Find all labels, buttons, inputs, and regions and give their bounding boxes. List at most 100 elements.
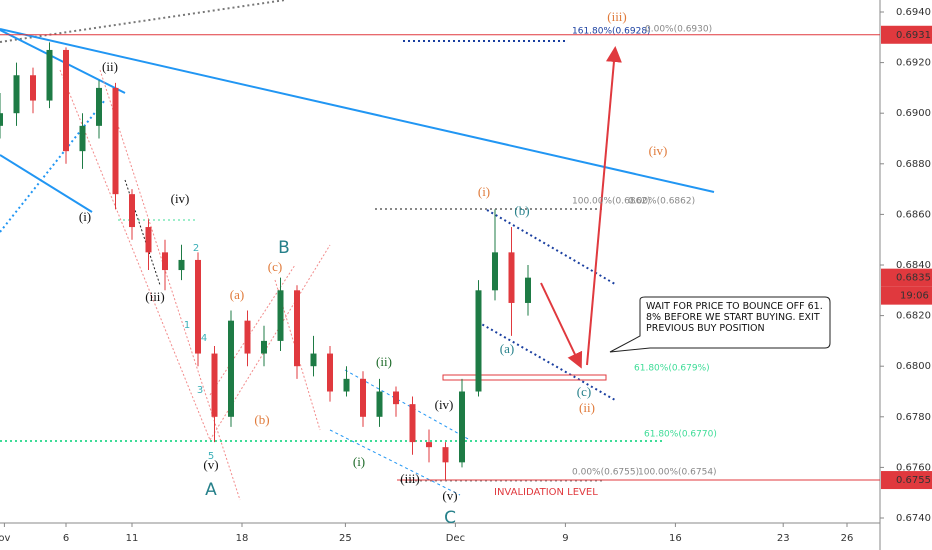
time-tag bbox=[881, 286, 932, 305]
trend-line bbox=[0, 28, 715, 193]
candle-body bbox=[459, 391, 465, 463]
x-tick-label: 25 bbox=[339, 533, 352, 544]
fib-label: 61.80%(0.679%) bbox=[634, 364, 710, 374]
candle-body bbox=[442, 447, 449, 463]
fib-label: 0.00%(0.6755) bbox=[572, 468, 639, 478]
wave-label: (iv) bbox=[649, 143, 668, 158]
drawings bbox=[0, 0, 715, 501]
wave-label: (i) bbox=[478, 184, 490, 199]
channel-line bbox=[99, 69, 241, 501]
x-tick-label: 18 bbox=[236, 533, 249, 544]
wave-label: (i) bbox=[353, 454, 365, 469]
y-tick-label: 0.6820 bbox=[896, 311, 931, 322]
fib-label: 100.00%(0.6754) bbox=[638, 468, 717, 478]
y-tick-label: 0.6940 bbox=[896, 7, 931, 18]
y-tick-label: 0.6840 bbox=[896, 260, 931, 271]
wave-label: C bbox=[444, 508, 456, 528]
trend-line bbox=[0, 0, 286, 43]
candle-body bbox=[145, 227, 152, 253]
wave-label: (v) bbox=[203, 457, 218, 472]
trend-line bbox=[0, 154, 93, 213]
y-tick-label: 0.6800 bbox=[896, 361, 931, 372]
wave-label: (c) bbox=[268, 259, 282, 274]
candle-body bbox=[0, 113, 3, 126]
wave-label: (c) bbox=[577, 384, 591, 399]
x-tick-label: 9 bbox=[562, 533, 568, 544]
fib-label: 0.00%(0.6930) bbox=[645, 25, 712, 35]
x-tick-label: 6 bbox=[63, 533, 69, 544]
price-tag bbox=[881, 268, 932, 287]
candle-body bbox=[376, 391, 383, 417]
wave-label: 5 bbox=[208, 451, 214, 462]
candle-body bbox=[195, 259, 201, 354]
wave-label: 2 bbox=[193, 243, 199, 254]
wave-label: (a) bbox=[500, 341, 514, 356]
y-tick-label: 0.6740 bbox=[896, 513, 931, 524]
channel-line bbox=[59, 69, 211, 441]
candle-body bbox=[492, 252, 498, 291]
fib-label: 161.80%(0.6928) bbox=[572, 27, 651, 37]
wave-label: A bbox=[205, 480, 217, 500]
candle-body bbox=[409, 404, 416, 443]
trend-line bbox=[0, 99, 106, 233]
candle-body bbox=[96, 87, 102, 126]
time-tag-label: 19:06 bbox=[900, 291, 929, 302]
wave-label: (b) bbox=[514, 203, 529, 218]
candle-body bbox=[393, 391, 399, 405]
wave-label: (ii) bbox=[376, 354, 392, 369]
price-tag-label: 0.6835 bbox=[896, 273, 931, 284]
x-tick-label: 16 bbox=[669, 533, 682, 544]
wave-label: (v) bbox=[442, 488, 457, 503]
price-tag-label: 0.6755 bbox=[896, 475, 931, 486]
note-box bbox=[609, 296, 831, 353]
candle-body bbox=[63, 49, 69, 152]
candle-body bbox=[327, 353, 333, 392]
y-tick-label: 0.6880 bbox=[896, 159, 931, 170]
candle-body bbox=[162, 252, 168, 271]
candle-body bbox=[426, 442, 432, 448]
price-tag bbox=[881, 471, 932, 490]
candle-body bbox=[112, 87, 119, 195]
candle-body bbox=[13, 75, 20, 114]
candle-body bbox=[475, 290, 482, 392]
channel-line bbox=[124, 179, 161, 286]
candle-body bbox=[46, 49, 53, 101]
candle-body bbox=[79, 125, 86, 152]
candle-body bbox=[129, 194, 135, 228]
wave-label: 1 bbox=[184, 320, 190, 331]
wave-label: (i) bbox=[79, 209, 91, 224]
candle-body bbox=[30, 75, 36, 101]
y-tick-label: 0.6760 bbox=[896, 462, 931, 473]
y-tick-label: 0.6920 bbox=[896, 58, 931, 69]
channel-line bbox=[477, 321, 616, 401]
zone bbox=[442, 374, 607, 381]
x-tick-label: Dec bbox=[446, 533, 465, 544]
y-tick-label: 0.6860 bbox=[896, 209, 931, 220]
y-tick-label: 0.6900 bbox=[896, 108, 931, 119]
wave-label: 4 bbox=[201, 333, 207, 344]
candle-body bbox=[211, 353, 218, 417]
fib-label: 61.80%(0.6770) bbox=[644, 430, 717, 440]
candle-body bbox=[261, 340, 267, 354]
note-wrap: WAIT FOR PRICE TO BOUNCE OFF 61. 8% BEFO… bbox=[646, 301, 823, 334]
wave-label: (iv) bbox=[171, 191, 190, 206]
x-tick-label: ov bbox=[0, 533, 10, 544]
candle-body bbox=[525, 277, 531, 303]
wave-label: (iii) bbox=[145, 289, 165, 304]
wave-label: (iv) bbox=[435, 397, 454, 412]
wave-label: (iii) bbox=[607, 9, 627, 24]
price-tag-label: 0.6931 bbox=[896, 30, 931, 41]
candle-body bbox=[343, 378, 350, 392]
fib-label: 0.00%(0.6862) bbox=[628, 197, 695, 207]
arrow bbox=[586, 46, 622, 366]
wave-label: (a) bbox=[230, 287, 244, 302]
wave-label: (iii) bbox=[400, 471, 420, 486]
price-tag bbox=[881, 25, 932, 44]
x-tick-label: 26 bbox=[841, 533, 854, 544]
channel-line bbox=[329, 429, 461, 496]
x-tick-label: 11 bbox=[126, 533, 139, 544]
candle-body bbox=[277, 290, 284, 341]
x-tick-label: 23 bbox=[777, 533, 790, 544]
